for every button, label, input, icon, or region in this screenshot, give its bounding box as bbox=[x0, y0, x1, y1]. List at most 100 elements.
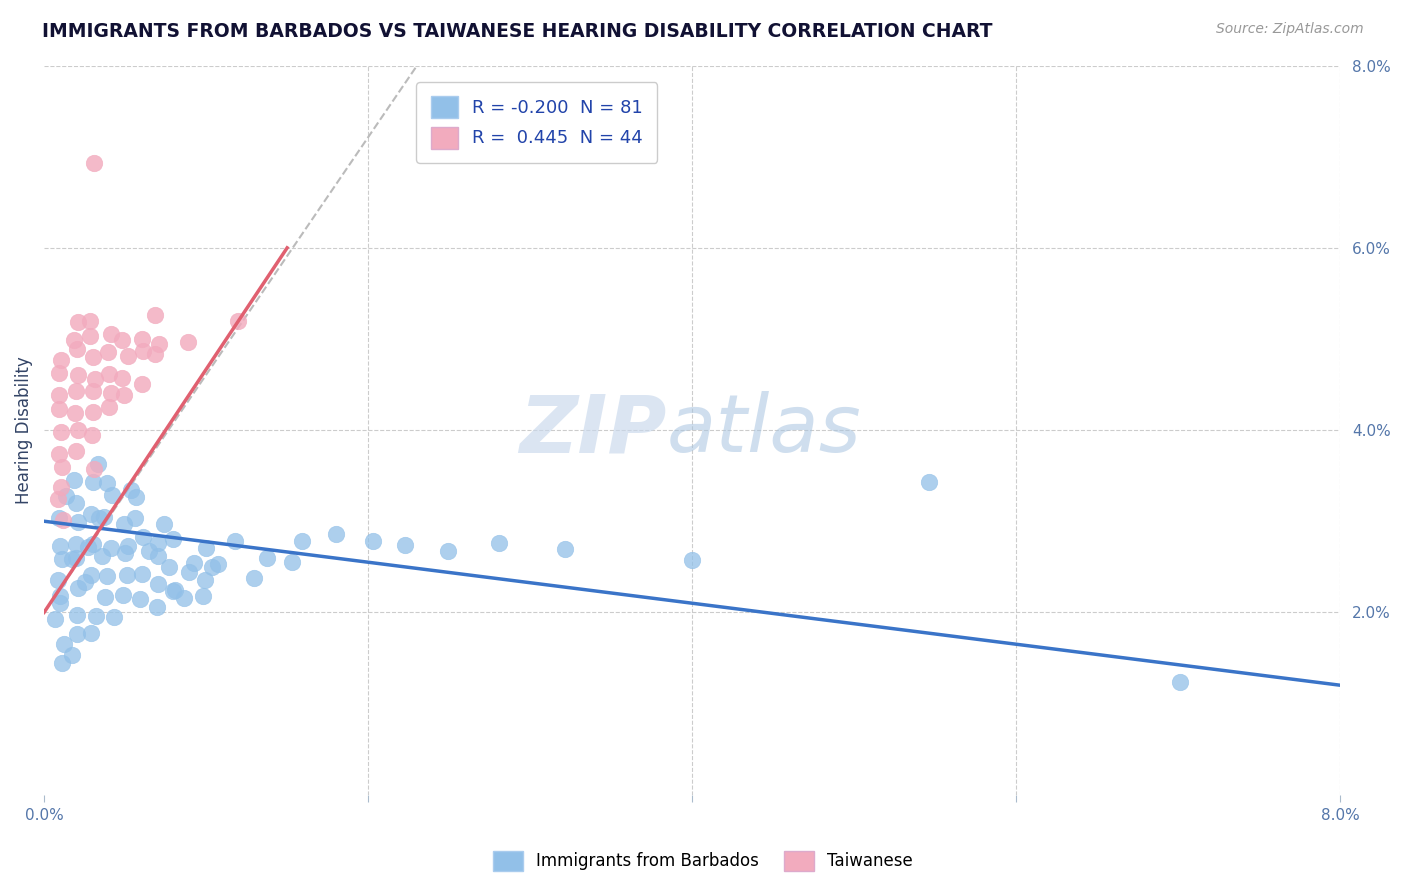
Point bbox=[60, 648, 83, 662]
Point bbox=[183, 556, 205, 570]
Point bbox=[177, 566, 200, 580]
Point bbox=[93, 510, 115, 524]
Point bbox=[63, 406, 86, 420]
Point bbox=[281, 555, 304, 569]
Point bbox=[138, 543, 160, 558]
Point bbox=[361, 533, 384, 548]
Y-axis label: Hearing Disability: Hearing Disability bbox=[15, 356, 32, 504]
Point bbox=[51, 552, 73, 566]
Text: atlas: atlas bbox=[666, 391, 860, 469]
Point bbox=[162, 532, 184, 546]
Point bbox=[82, 351, 104, 365]
Point bbox=[66, 607, 89, 622]
Point bbox=[66, 315, 89, 329]
Point bbox=[177, 334, 200, 349]
Point bbox=[131, 566, 153, 581]
Point bbox=[51, 425, 73, 439]
Point bbox=[201, 559, 224, 574]
Point bbox=[60, 552, 83, 566]
Point bbox=[111, 371, 134, 385]
Point bbox=[1170, 675, 1192, 690]
Point bbox=[115, 568, 138, 582]
Point bbox=[49, 352, 72, 367]
Point bbox=[82, 405, 104, 419]
Point bbox=[96, 568, 118, 582]
Point bbox=[131, 377, 153, 392]
Point bbox=[82, 475, 104, 489]
Point bbox=[87, 457, 110, 471]
Point bbox=[51, 460, 73, 475]
Point bbox=[48, 511, 70, 525]
Point bbox=[83, 156, 105, 170]
Point bbox=[63, 333, 86, 347]
Point bbox=[82, 384, 104, 398]
Point bbox=[66, 627, 89, 641]
Point bbox=[242, 571, 264, 585]
Point bbox=[125, 491, 148, 505]
Point bbox=[48, 366, 70, 380]
Point bbox=[44, 612, 66, 626]
Point bbox=[132, 344, 155, 359]
Point bbox=[148, 576, 170, 591]
Point bbox=[97, 401, 120, 415]
Point bbox=[100, 386, 122, 401]
Point bbox=[101, 488, 124, 502]
Point bbox=[148, 337, 170, 351]
Point bbox=[52, 513, 75, 527]
Point bbox=[65, 551, 87, 566]
Point bbox=[162, 584, 184, 599]
Legend: Immigrants from Barbados, Taiwanese: Immigrants from Barbados, Taiwanese bbox=[485, 842, 921, 880]
Point bbox=[681, 552, 703, 566]
Point bbox=[67, 515, 90, 529]
Point bbox=[173, 591, 195, 605]
Point bbox=[111, 333, 134, 347]
Point bbox=[918, 475, 941, 490]
Point bbox=[67, 368, 90, 382]
Point bbox=[65, 496, 87, 510]
Point bbox=[55, 490, 77, 504]
Point bbox=[111, 588, 134, 602]
Point bbox=[112, 388, 135, 402]
Point bbox=[80, 625, 103, 640]
Point bbox=[98, 367, 121, 381]
Point bbox=[49, 596, 72, 610]
Point bbox=[49, 590, 72, 604]
Point bbox=[46, 492, 69, 507]
Point bbox=[157, 560, 180, 574]
Text: ZIP: ZIP bbox=[519, 391, 666, 469]
Text: IMMIGRANTS FROM BARBADOS VS TAIWANESE HEARING DISABILITY CORRELATION CHART: IMMIGRANTS FROM BARBADOS VS TAIWANESE HE… bbox=[42, 22, 993, 41]
Point bbox=[83, 462, 105, 476]
Point bbox=[48, 402, 70, 417]
Point bbox=[82, 536, 104, 550]
Point bbox=[51, 656, 73, 670]
Point bbox=[63, 473, 86, 487]
Point bbox=[84, 608, 107, 623]
Point bbox=[194, 573, 217, 587]
Point bbox=[291, 533, 314, 548]
Text: Source: ZipAtlas.com: Source: ZipAtlas.com bbox=[1216, 22, 1364, 37]
Point bbox=[75, 574, 97, 589]
Point bbox=[165, 583, 187, 598]
Point bbox=[193, 589, 215, 603]
Point bbox=[394, 538, 416, 552]
Point bbox=[67, 581, 90, 595]
Point bbox=[48, 446, 70, 460]
Point bbox=[112, 517, 135, 532]
Point bbox=[100, 326, 122, 341]
Point bbox=[65, 537, 87, 551]
Point bbox=[120, 483, 142, 498]
Point bbox=[77, 541, 100, 555]
Point bbox=[65, 384, 87, 398]
Point bbox=[79, 328, 101, 343]
Point bbox=[49, 539, 72, 553]
Point bbox=[100, 541, 122, 556]
Point bbox=[146, 549, 169, 563]
Point bbox=[94, 591, 117, 605]
Point bbox=[65, 444, 87, 458]
Point bbox=[143, 347, 166, 361]
Point bbox=[207, 557, 229, 571]
Point bbox=[124, 510, 146, 524]
Point bbox=[80, 567, 103, 582]
Point bbox=[256, 550, 278, 565]
Point bbox=[148, 536, 170, 550]
